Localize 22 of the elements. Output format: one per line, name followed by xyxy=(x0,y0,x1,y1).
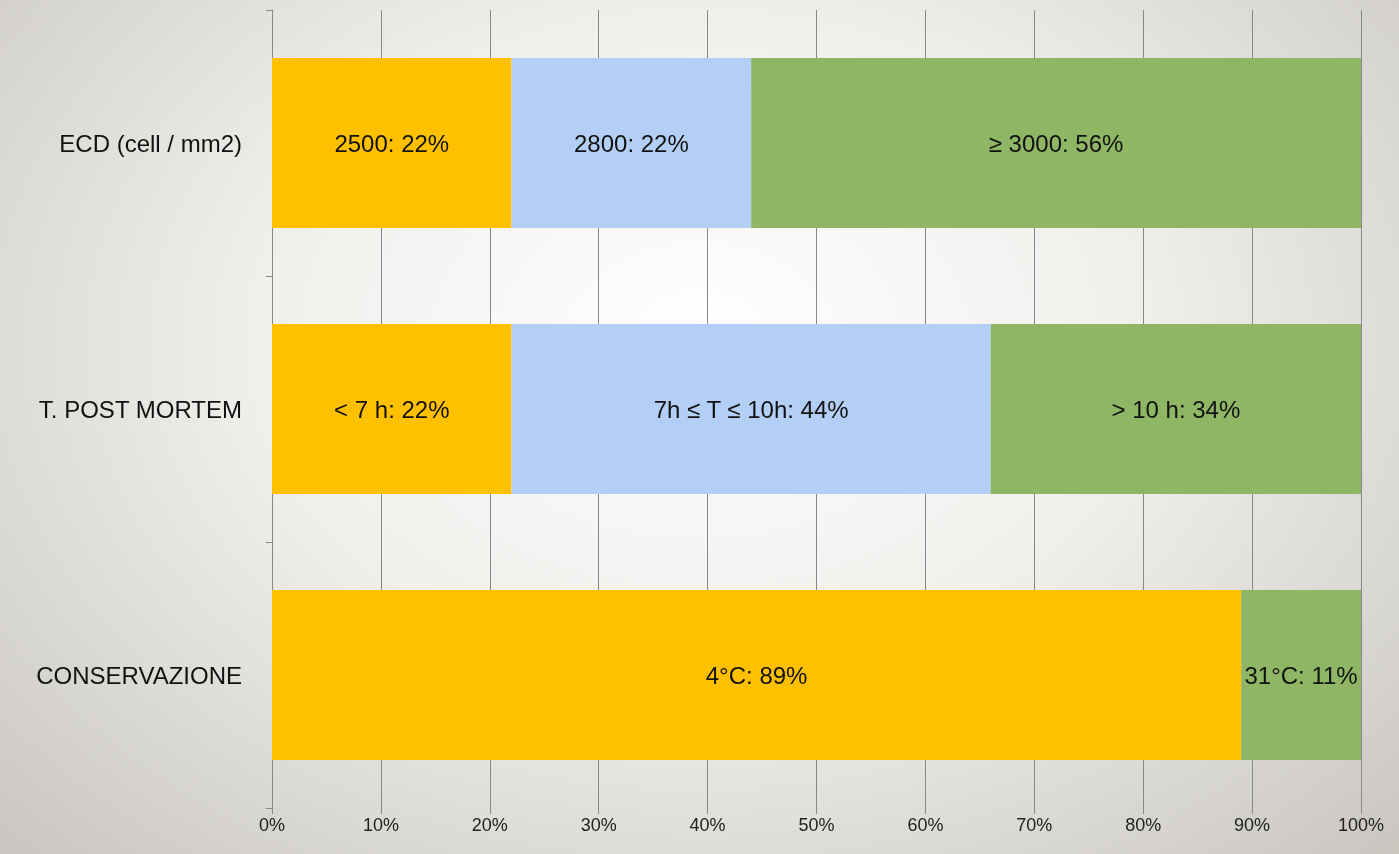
data-label: 31°C: 11% xyxy=(1244,661,1358,689)
y-tick-label: T. POST MORTEM xyxy=(38,395,242,423)
data-label: 4°C: 89% xyxy=(705,661,808,689)
x-tick-label: 50% xyxy=(798,815,835,835)
x-tick-label: 80% xyxy=(1125,815,1162,835)
x-tick-label: 70% xyxy=(1016,815,1053,835)
x-tick-label: 60% xyxy=(907,815,944,835)
data-label: > 10 h: 34% xyxy=(1111,395,1241,423)
x-tick-label: 20% xyxy=(471,815,508,835)
data-label: 2500: 22% xyxy=(334,129,450,157)
y-tick-label: ECD (cell / mm2) xyxy=(59,129,242,157)
data-label: 2800: 22% xyxy=(573,129,689,157)
x-tick-label: 40% xyxy=(689,815,726,835)
data-label: < 7 h: 22% xyxy=(334,395,450,423)
x-tick-label: 90% xyxy=(1234,815,1271,835)
x-tick-label: 30% xyxy=(580,815,617,835)
data-label: ≥ 3000: 56% xyxy=(988,129,1124,157)
x-tick-label: 0% xyxy=(258,815,286,835)
y-tick-label: CONSERVAZIONE xyxy=(36,661,242,689)
data-label: 7h ≤ T ≤ 10h: 44% xyxy=(653,395,849,423)
x-tick-label: 100% xyxy=(1337,815,1385,835)
x-tick-label: 10% xyxy=(362,815,399,835)
